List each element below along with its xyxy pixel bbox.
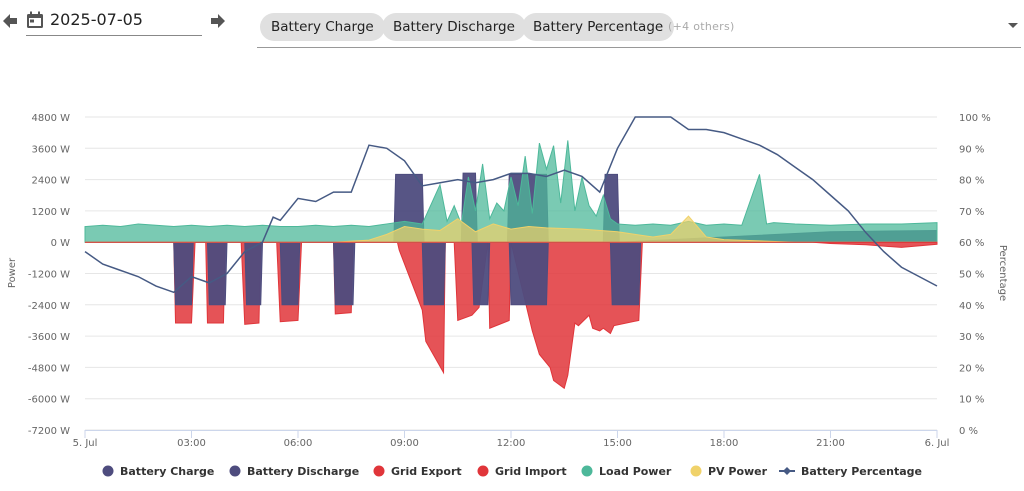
series-areas: [84, 140, 938, 390]
y-tick-label: 3600 W: [31, 144, 70, 155]
y-tick-label: -1200 W: [28, 270, 70, 281]
series-lines: [84, 116, 938, 294]
calendar-icon[interactable]: [26, 11, 44, 29]
x-tick-label: 21:00: [816, 438, 845, 449]
x-tick-label: 5. Jul: [73, 438, 98, 449]
legend-label: Battery Discharge: [247, 465, 359, 478]
legend-label: PV Power: [708, 465, 768, 478]
y-tick-label: -6000 W: [28, 395, 70, 406]
y-axis-left: 4800 W 3600 W 2400 W 1200 W 0 W -1200 W -2400 …: [28, 113, 70, 437]
chip-battery-charge[interactable]: Battery Charge: [260, 13, 385, 41]
x-tick-label: 06:00: [284, 438, 313, 449]
legend-item-pv-power[interactable]: PV Power: [690, 465, 768, 478]
grid-export-area: [85, 241, 938, 248]
chevron-down-icon[interactable]: [1008, 23, 1018, 28]
legend-item-battery-discharge[interactable]: Battery Discharge: [229, 465, 360, 478]
legend-dot-symbol: [477, 465, 489, 477]
chip-battery-discharge[interactable]: Battery Discharge: [382, 13, 526, 41]
arrow-left-icon[interactable]: [2, 12, 18, 30]
legend-label: Grid Import: [495, 465, 567, 478]
y-axis-right: 100 % 90 % 80 % 70 % 60 % 50 % 40 % 30 % 20 % 10 …: [959, 113, 991, 437]
date-input[interactable]: 2025-07-05: [50, 10, 143, 29]
x-axis: 5. Jul 03:00 06:00 09:00 12:00 15:00 18:00 21:0…: [73, 430, 950, 449]
y2-tick-label: 40 %: [959, 301, 984, 312]
legend-label: Battery Charge: [120, 465, 214, 478]
x-tick-label: 03:00: [177, 438, 206, 449]
y-axis-title-left: Power: [7, 257, 18, 288]
legend-item-load-power[interactable]: Load Power: [581, 465, 672, 478]
y2-tick-label: 100 %: [959, 113, 991, 124]
date-picker[interactable]: 2025-07-05: [26, 8, 202, 36]
legend-item-battery-percentage[interactable]: Battery Percentage: [779, 465, 922, 478]
legend-item-grid-export[interactable]: Grid Export: [373, 465, 462, 478]
y2-tick-label: 10 %: [959, 395, 984, 406]
legend: Battery Charge Battery Discharge Grid Expo…: [102, 465, 922, 478]
y2-tick-label: 80 %: [959, 176, 984, 187]
legend-dot-symbol: [581, 465, 593, 477]
series-multiselect[interactable]: Battery Charge Battery Discharge Battery…: [257, 8, 1021, 48]
x-tick-label: 15:00: [603, 438, 632, 449]
legend-label: Battery Percentage: [801, 465, 922, 478]
x-tick-label: 6. Jul: [925, 438, 950, 449]
y-tick-label: -7200 W: [28, 426, 70, 437]
legend-dot-symbol: [229, 465, 241, 477]
y2-tick-label: 20 %: [959, 363, 984, 374]
battery-percentage-line: [84, 116, 938, 294]
legend-dot-symbol: [690, 465, 702, 477]
y-tick-label: 1200 W: [31, 207, 70, 218]
y-tick-label: -2400 W: [28, 301, 70, 312]
chip-battery-percentage[interactable]: Battery Percentage: [522, 13, 675, 41]
y-tick-label: 4800 W: [31, 113, 70, 124]
y2-tick-label: 0 %: [959, 426, 978, 437]
y-tick-label: -4800 W: [28, 363, 70, 374]
x-tick-label: 12:00: [497, 438, 526, 449]
legend-dot-symbol: [373, 465, 385, 477]
y2-tick-label: 50 %: [959, 270, 984, 281]
pv-power-area: [85, 215, 937, 243]
legend-item-battery-charge[interactable]: Battery Charge: [102, 465, 215, 478]
x-tick-label: 18:00: [710, 438, 739, 449]
y-tick-label: -3600 W: [28, 332, 70, 343]
legend-item-grid-import[interactable]: Grid Import: [477, 465, 567, 478]
y-axis-title-right: Percentage: [997, 245, 1008, 301]
legend-label: Load Power: [599, 465, 672, 478]
y-tick-label: 0 W: [51, 238, 71, 249]
legend-diamond-symbol: [783, 467, 791, 475]
y2-tick-label: 30 %: [959, 332, 984, 343]
toolbar: 2025-07-05 Battery Charge Battery Discha…: [0, 0, 1024, 60]
load-power-area: [84, 140, 938, 243]
battery-discharge-area: [85, 241, 937, 306]
legend-label: Grid Export: [391, 465, 462, 478]
y2-tick-label: 90 %: [959, 144, 984, 155]
y2-tick-label: 60 %: [959, 238, 984, 249]
others-count: (+4 others): [668, 20, 735, 33]
y2-tick-label: 70 %: [959, 207, 984, 218]
x-tick-label: 09:00: [390, 438, 419, 449]
arrow-right-icon[interactable]: [210, 12, 226, 30]
y-tick-label: 2400 W: [31, 176, 70, 187]
legend-dot-symbol: [102, 465, 114, 477]
